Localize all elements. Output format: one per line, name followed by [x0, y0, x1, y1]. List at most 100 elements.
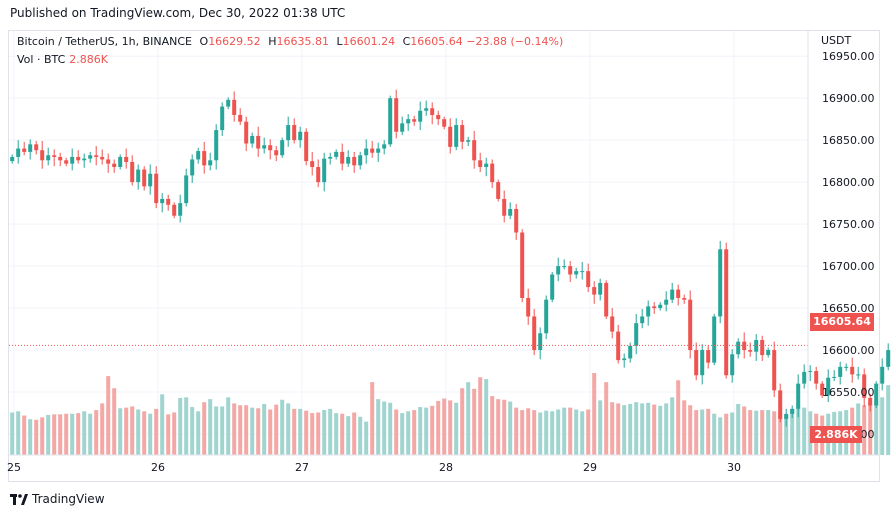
candle-body	[634, 323, 639, 346]
candle-body	[100, 156, 105, 160]
candle-body	[388, 98, 393, 145]
tradingview-logo[interactable]: TradingView	[10, 492, 105, 506]
candle-body	[700, 350, 705, 376]
chart-frame	[8, 30, 880, 482]
volume-bar	[484, 379, 489, 455]
candle-body	[670, 289, 675, 300]
grid-lines	[9, 31, 808, 455]
candle-body	[556, 266, 561, 275]
candle-body	[520, 232, 525, 298]
volume-bar	[496, 399, 501, 455]
volume-bar	[586, 409, 591, 455]
volume-bar	[358, 416, 363, 455]
tradingview-brand: TradingView	[32, 492, 105, 506]
candle-body	[742, 341, 747, 351]
volume-bar	[196, 411, 201, 455]
candle-body	[436, 114, 441, 120]
candle-body	[856, 374, 861, 376]
volume-bar	[322, 410, 327, 455]
volume-bar	[520, 410, 525, 455]
volume-bar	[22, 415, 27, 455]
volume-bar	[694, 410, 699, 455]
candle-body	[202, 151, 207, 166]
volume-bar	[604, 382, 609, 455]
candle-body	[880, 366, 885, 384]
candle-body	[430, 108, 435, 115]
candle-body	[370, 148, 375, 153]
candle-body	[232, 99, 237, 115]
volume-bar	[550, 411, 555, 455]
candle-body	[226, 99, 231, 107]
published-caption: Published on TradingView.com, Dec 30, 20…	[10, 6, 346, 20]
volume-bar	[592, 373, 597, 455]
volume-bar	[136, 409, 141, 455]
volume-bar	[304, 410, 309, 455]
volume-bar	[622, 405, 627, 455]
volume-bar	[88, 413, 93, 455]
volume-bar	[556, 409, 561, 455]
symbol-legend: Bitcoin / TetherUS, 1h, BINANCE O16629.5…	[17, 35, 563, 48]
candle-body	[424, 108, 429, 111]
candle-body	[346, 156, 351, 164]
candle-body	[148, 173, 153, 187]
candle-body	[334, 151, 339, 157]
volume-bar	[238, 405, 243, 455]
volume-bar	[184, 397, 189, 455]
volume-bar	[232, 403, 237, 455]
volume-bar	[310, 413, 315, 455]
volume-bar	[154, 408, 159, 455]
volume-bar	[52, 414, 57, 455]
volume-bar	[688, 405, 693, 455]
time-tick-label: 28	[439, 461, 453, 474]
candle-body	[814, 371, 819, 384]
candle-body	[796, 383, 801, 409]
candle-body	[304, 131, 309, 162]
volume-value: 2.886K	[69, 53, 108, 66]
volume-bar	[64, 413, 69, 455]
volume-bar	[268, 409, 273, 455]
volume-bar	[874, 400, 879, 455]
candle-body	[184, 175, 189, 204]
volume-bar	[802, 407, 807, 455]
candle-body	[52, 155, 57, 157]
price-tick-label: 16700.00	[822, 260, 875, 273]
volume-bar	[406, 411, 411, 455]
volume-bar	[382, 401, 387, 455]
candle-body	[208, 160, 213, 166]
volume-bar	[670, 397, 675, 455]
price-tick-label: 16900.00	[822, 92, 875, 105]
volume-bar	[778, 413, 783, 455]
volume-bar	[256, 408, 261, 455]
candle-body	[748, 350, 753, 352]
volume-bar	[610, 402, 615, 455]
candle-body	[778, 390, 783, 419]
volume-bar	[340, 413, 345, 455]
volume-bar	[46, 414, 51, 455]
volume-bar	[748, 410, 753, 455]
volume-bar	[616, 403, 621, 455]
open-value: 16629.52	[208, 35, 261, 48]
candle-body	[574, 271, 579, 275]
candle-body	[448, 126, 453, 147]
candle-body	[364, 148, 369, 156]
volume-bar	[454, 402, 459, 455]
volume-bar	[538, 412, 543, 455]
candle-body	[850, 366, 855, 375]
candle-body	[16, 148, 21, 157]
volume-bar	[400, 413, 405, 455]
time-tick-label: 25	[7, 461, 21, 474]
candle-body	[826, 377, 831, 396]
volume-bar	[388, 402, 393, 455]
volume-bar	[214, 406, 219, 455]
candle-body	[532, 316, 537, 351]
volume-bar	[886, 385, 891, 455]
candle-body	[472, 140, 477, 161]
candle-body	[478, 160, 483, 168]
candle-body	[10, 156, 15, 162]
volume-bar	[112, 388, 117, 455]
price-tick-label: 16850.00	[822, 134, 875, 147]
candle-body	[772, 350, 777, 391]
candle-body	[112, 163, 117, 168]
high-value: 16635.81	[276, 35, 329, 48]
